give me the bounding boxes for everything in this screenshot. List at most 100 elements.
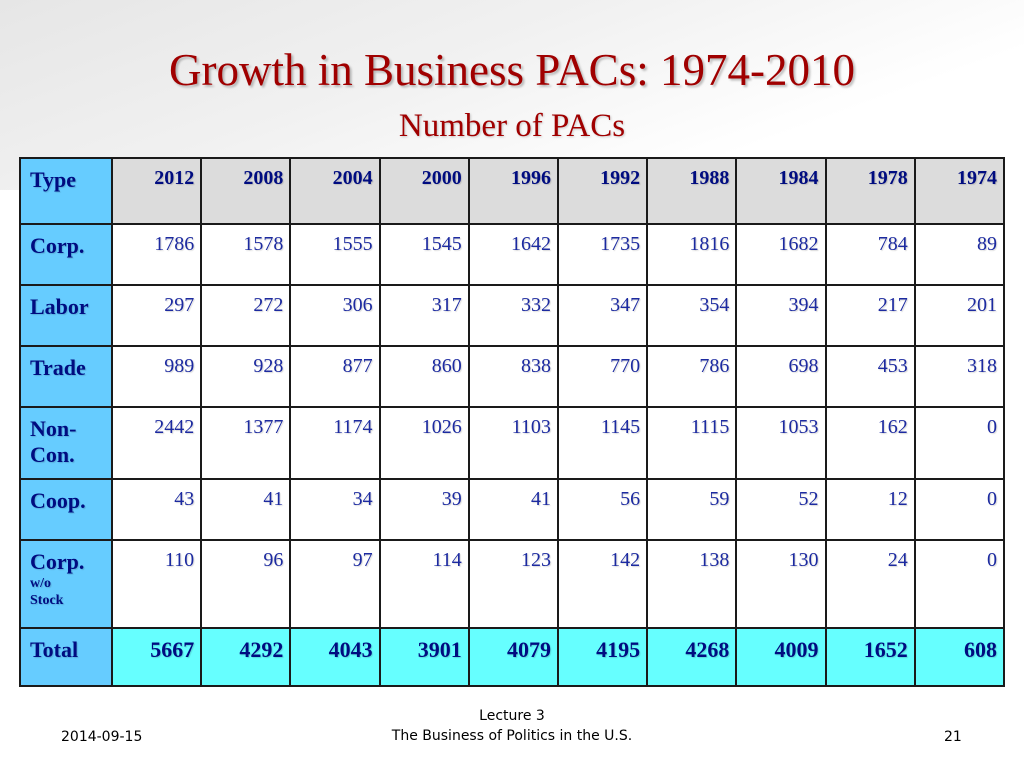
slide-title: Growth in Business PACs: 1974-2010 bbox=[169, 45, 855, 95]
table-header-row: Type 2012 2008 2004 2000 1996 1992 1988 … bbox=[19, 157, 1006, 225]
table-cell: 928 bbox=[200, 345, 292, 408]
table-cell: 332 bbox=[467, 284, 559, 347]
footer-course-info: Lecture 3 The Business of Politics in th… bbox=[0, 706, 1024, 746]
table-cell: 1555 bbox=[289, 223, 381, 286]
total-cell: 4043 bbox=[289, 627, 381, 687]
row-label: Corp. bbox=[19, 223, 113, 286]
table-cell: 41 bbox=[467, 478, 559, 541]
table-row-nonconnected: Non- Con. 2442 1377 1174 1026 1103 1145 1… bbox=[19, 406, 1006, 480]
row-label: Trade bbox=[19, 345, 113, 408]
table-cell: 989 bbox=[110, 345, 203, 408]
table-cell: 142 bbox=[556, 539, 649, 629]
table-cell: 1786 bbox=[110, 223, 203, 286]
table-cell: 2442 bbox=[110, 406, 203, 480]
table-cell: 354 bbox=[646, 284, 738, 347]
table-cell: 114 bbox=[378, 539, 470, 629]
row-label: Labor bbox=[19, 284, 113, 347]
table-cell: 347 bbox=[556, 284, 649, 347]
header-cell-year: 1974 bbox=[913, 157, 1006, 225]
header-cell-year: 1988 bbox=[646, 157, 738, 225]
table-cell: 1026 bbox=[378, 406, 470, 480]
row-label-line: Corp. bbox=[30, 549, 85, 574]
table-cell: 130 bbox=[735, 539, 827, 629]
header-cell-year: 2000 bbox=[378, 157, 470, 225]
table-row-trade: Trade 989 928 877 860 838 770 786 698 45… bbox=[19, 345, 1006, 408]
total-cell: 1652 bbox=[824, 627, 916, 687]
header-cell-year: 1996 bbox=[467, 157, 559, 225]
table-row-corp-without-stock: Corp. w/o Stock 110 96 97 114 123 142 138 … bbox=[19, 539, 1006, 629]
table-cell: 1578 bbox=[200, 223, 292, 286]
slide-subtitle: Number of PACs bbox=[398, 108, 626, 144]
total-cell: 4268 bbox=[646, 627, 738, 687]
table-row-labor: Labor 297 272 306 317 332 347 354 394 21… bbox=[19, 284, 1006, 347]
table-cell: 201 bbox=[913, 284, 1006, 347]
table-cell: 860 bbox=[378, 345, 470, 408]
row-label: Corp. w/o Stock bbox=[19, 539, 113, 629]
table-cell: 39 bbox=[378, 478, 470, 541]
table-cell: 96 bbox=[200, 539, 292, 629]
table-cell: 1145 bbox=[556, 406, 649, 480]
table-cell: 59 bbox=[646, 478, 738, 541]
table-cell: 784 bbox=[824, 223, 916, 286]
footer-lecture: Lecture 3 bbox=[479, 708, 545, 724]
table-cell: 52 bbox=[735, 478, 827, 541]
total-cell: 4195 bbox=[556, 627, 649, 687]
table-cell: 1053 bbox=[735, 406, 827, 480]
table-cell: 123 bbox=[467, 539, 559, 629]
table-cell: 34 bbox=[289, 478, 381, 541]
table-cell: 1377 bbox=[200, 406, 292, 480]
total-cell: 5667 bbox=[110, 627, 203, 687]
footer-course: The Business of Politics in the U.S. bbox=[391, 728, 633, 744]
table-cell: 1642 bbox=[467, 223, 559, 286]
table-cell: 162 bbox=[824, 406, 916, 480]
header-cell-year: 2012 bbox=[110, 157, 203, 225]
row-label-line: w/o bbox=[30, 576, 51, 591]
pac-table: Type 2012 2008 2004 2000 1996 1992 1988 … bbox=[19, 157, 1006, 687]
table-cell: 0 bbox=[913, 406, 1006, 480]
table-cell: 770 bbox=[556, 345, 649, 408]
table-cell: 318 bbox=[913, 345, 1006, 408]
table-row-coop: Coop. 43 41 34 39 41 56 59 52 12 0 bbox=[19, 478, 1006, 541]
table-cell: 272 bbox=[200, 284, 292, 347]
table-cell: 306 bbox=[289, 284, 381, 347]
table-cell: 24 bbox=[824, 539, 916, 629]
header-cell-year: 1992 bbox=[556, 157, 649, 225]
header-cell-year: 1978 bbox=[824, 157, 916, 225]
table-cell: 394 bbox=[735, 284, 827, 347]
table-cell: 0 bbox=[913, 478, 1006, 541]
row-label: Total bbox=[19, 627, 113, 687]
table-cell: 786 bbox=[646, 345, 738, 408]
header-cell-year: 2008 bbox=[200, 157, 292, 225]
table-cell: 1115 bbox=[646, 406, 738, 480]
table-cell: 317 bbox=[378, 284, 470, 347]
footer-page-number: 21 bbox=[944, 729, 962, 745]
table-cell: 1816 bbox=[646, 223, 738, 286]
table-row-total: Total 5667 4292 4043 3901 4079 4195 4268… bbox=[19, 627, 1006, 687]
footer-date: 2014-09-15 bbox=[61, 729, 143, 745]
total-cell: 608 bbox=[913, 627, 1006, 687]
total-cell: 3901 bbox=[378, 627, 470, 687]
total-cell: 4009 bbox=[735, 627, 827, 687]
table-cell: 877 bbox=[289, 345, 381, 408]
header-cell-year: 2004 bbox=[289, 157, 381, 225]
table-cell: 56 bbox=[556, 478, 649, 541]
table-cell: 838 bbox=[467, 345, 559, 408]
header-cell-year: 1984 bbox=[735, 157, 827, 225]
table-cell: 12 bbox=[824, 478, 916, 541]
total-cell: 4292 bbox=[200, 627, 292, 687]
table-cell: 89 bbox=[913, 223, 1006, 286]
row-label-line: Non- bbox=[30, 416, 77, 441]
table-cell: 217 bbox=[824, 284, 916, 347]
table-cell: 41 bbox=[200, 478, 292, 541]
table-cell: 43 bbox=[110, 478, 203, 541]
row-label-line: Stock bbox=[30, 593, 64, 608]
table-cell: 1174 bbox=[289, 406, 381, 480]
table-cell: 97 bbox=[289, 539, 381, 629]
table-cell: 1545 bbox=[378, 223, 470, 286]
total-cell: 4079 bbox=[467, 627, 559, 687]
header-cell-type: Type bbox=[19, 157, 113, 225]
row-label-line: Con. bbox=[30, 442, 75, 467]
row-label: Non- Con. bbox=[19, 406, 113, 480]
table-cell: 138 bbox=[646, 539, 738, 629]
row-label: Coop. bbox=[19, 478, 113, 541]
